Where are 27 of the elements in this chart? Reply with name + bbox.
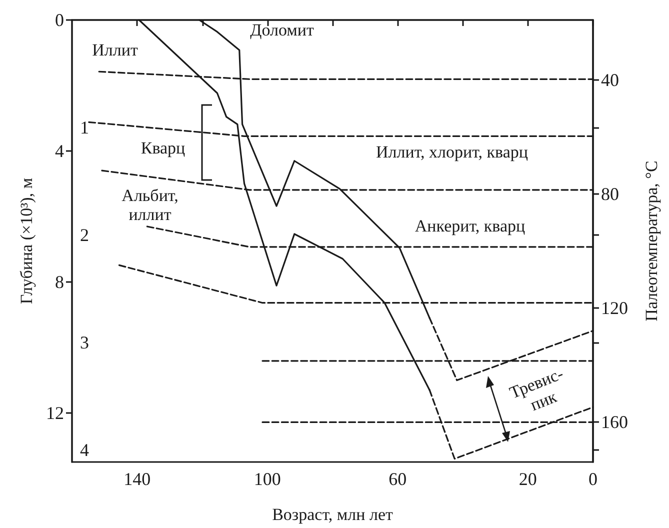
- annotation: Иллит, хлорит, кварц: [376, 142, 528, 162]
- x-tick-label: 100: [254, 469, 281, 489]
- annotation: Альбит, иллит: [122, 186, 178, 224]
- x-tick-label: 20: [518, 469, 537, 489]
- x-tick-label: 0: [588, 469, 598, 489]
- y-tick-label: 4: [80, 440, 89, 460]
- y2-tick-label: 120: [601, 298, 628, 318]
- y2-tick-label: 160: [601, 412, 628, 432]
- x-tick-label: 140: [124, 469, 151, 489]
- y-tick-label: 2: [80, 225, 89, 246]
- y3-tick-label: 8: [55, 272, 64, 292]
- annotation: Кварц: [140, 138, 186, 158]
- y-tick-label: 1: [80, 118, 89, 138]
- y-axis-title: Глубина (×10³), м: [17, 178, 36, 304]
- y3-tick-label: 12: [46, 403, 64, 424]
- y2-tick-label: 40: [601, 70, 619, 90]
- y-tick-label: 3: [80, 332, 89, 353]
- y3-tick-label: 4: [55, 141, 64, 162]
- y2-axis-title: Палеотемпература, °С: [642, 160, 661, 322]
- y2-tick-label: 80: [601, 184, 619, 204]
- annotation: Иллит: [92, 40, 138, 60]
- y3-tick-label: 0: [55, 10, 64, 30]
- annotation: Тревис- пик: [506, 364, 566, 415]
- annotation: Анкерит, кварц: [414, 216, 526, 236]
- x-axis-title: Возраст, млн лет: [272, 505, 394, 524]
- annotation: Доломит: [250, 20, 314, 40]
- x-tick-label: 60: [388, 469, 407, 489]
